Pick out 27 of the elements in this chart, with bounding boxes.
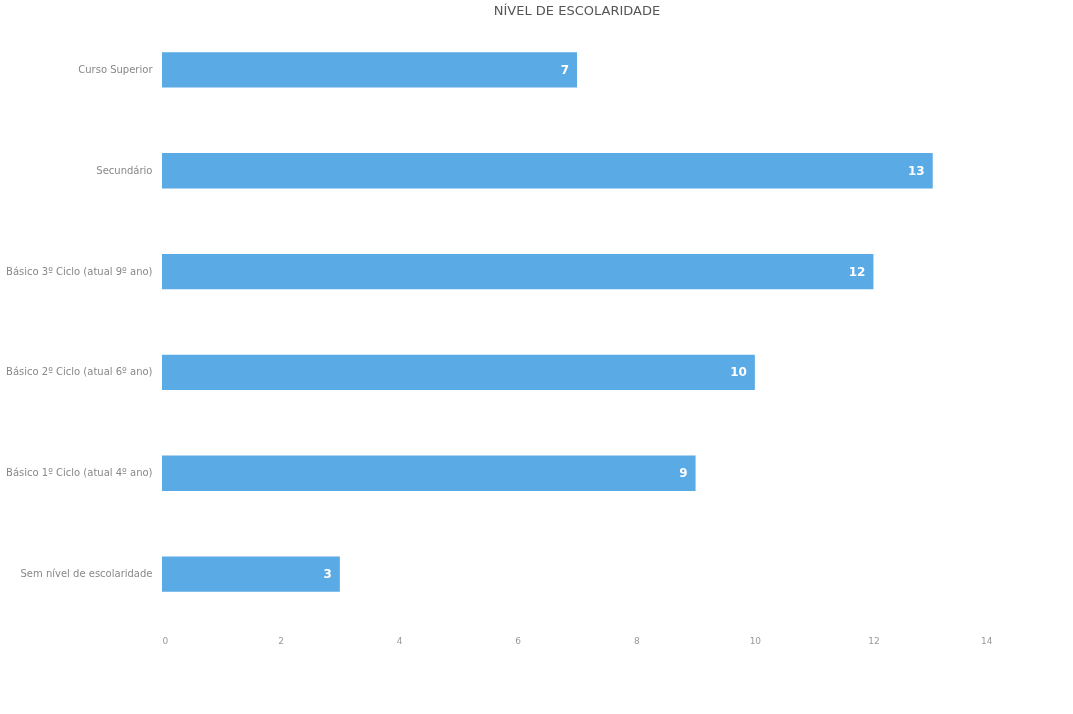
- x-tick-label: 6: [515, 635, 522, 646]
- y-tick-label: Sem nível de escolaridade: [20, 568, 153, 580]
- bar: [162, 354, 755, 391]
- bar: [162, 455, 696, 491]
- x-tick-label: 12: [868, 635, 880, 646]
- x-tick-label: 10: [749, 635, 762, 646]
- chart-title: NÍVEL DE ESCOLARIDADE: [493, 3, 661, 18]
- x-tick-label: 4: [396, 635, 403, 646]
- y-tick-label: Básico 3º Ciclo (atual 9º ano): [6, 265, 153, 277]
- data-label: 3: [323, 567, 332, 582]
- data-label: 13: [908, 163, 925, 178]
- y-tick-label: Básico 1º Ciclo (atual 4º ano): [6, 467, 153, 479]
- data-label: 9: [679, 466, 688, 481]
- x-tick-label: 8: [633, 635, 640, 646]
- bar: [162, 52, 577, 88]
- y-tick-label: Secundário: [96, 164, 153, 176]
- x-tick-label: 2: [278, 635, 284, 646]
- data-label: 12: [848, 264, 866, 279]
- y-tick-label: Básico 2º Ciclo (atual 6º ano): [6, 366, 153, 378]
- bar: [162, 556, 340, 592]
- data-label: 7: [560, 62, 569, 77]
- y-tick-label: Curso Superior: [78, 63, 154, 75]
- x-tick-label: 14: [981, 635, 993, 646]
- bar: [162, 253, 874, 290]
- data-label: 10: [730, 365, 747, 380]
- x-tick-label: 0: [162, 635, 169, 646]
- bar: [162, 153, 933, 189]
